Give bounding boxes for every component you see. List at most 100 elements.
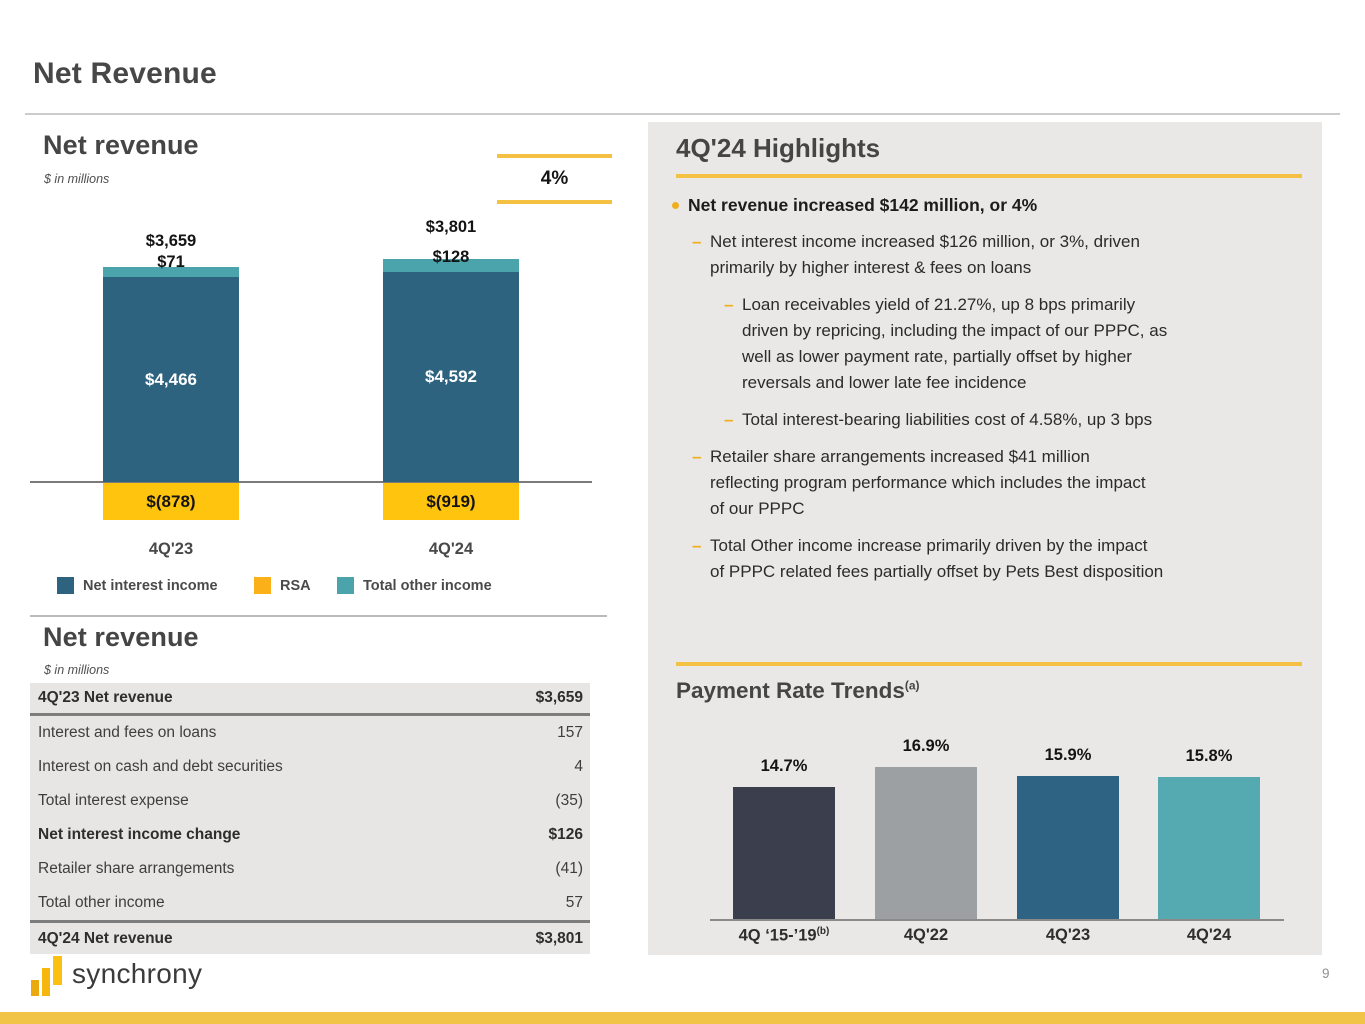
legend-label: Net interest income — [83, 577, 218, 594]
table-row-label: 4Q'23 Net revenue — [38, 689, 173, 706]
growth-badge-value: 4% — [540, 168, 569, 189]
bar-segment-rsa: $(919) — [383, 483, 519, 520]
payment-chart-baseline — [710, 919, 1284, 921]
table-row: 4Q'23 Net revenue $3,659 — [30, 683, 590, 713]
net-revenue-chart-subtitle: $ in millions — [44, 172, 110, 186]
bar-category-label: 4Q'23 — [148, 540, 194, 558]
bullet-marker: – — [724, 410, 734, 429]
table-divider — [30, 713, 590, 716]
legend-item: Net interest income — [57, 577, 218, 594]
bar-other-income-label: $128 — [432, 248, 470, 266]
payment-bar-category-label: 4Q ‘15-’19(b) — [738, 926, 830, 945]
table-row-label: Retailer share arrangements — [38, 860, 235, 877]
legend-swatch — [254, 577, 271, 594]
bullet-text: Net interest income increased $126 milli… — [710, 232, 1140, 277]
highlight-bullet: – Loan receivables yield of 21.27%, up 8 … — [672, 292, 1312, 396]
legend-swatch — [57, 577, 74, 594]
bar-segment-total-other-income — [383, 259, 519, 272]
bullet-marker: – — [724, 295, 734, 314]
table-row-value: $3,801 — [535, 929, 583, 947]
bottom-accent-bar — [0, 1012, 1365, 1024]
highlights-panel: 4Q'24 Highlights Net revenue increased $… — [648, 122, 1322, 955]
net-revenue-table: 4Q'23 Net revenue $3,659 Interest and fees… — [30, 683, 590, 954]
page-title: Net Revenue — [33, 57, 217, 90]
synchrony-logo-icon — [31, 956, 62, 996]
table-row: 4Q'24 Net revenue $3,801 — [30, 923, 590, 954]
table-row: Interest and fees on loans 157 — [30, 716, 590, 750]
bar-other-income-label: $71 — [157, 253, 185, 271]
table-row: Total other income 57 — [30, 886, 590, 920]
table-row: Interest on cash and debt securities 4 — [30, 750, 590, 784]
table-row-label: Interest and fees on loans — [38, 724, 217, 741]
bar-total-label: $3,801 — [425, 218, 477, 236]
bullet-marker: – — [692, 447, 702, 466]
bar-total-label: $3,659 — [145, 232, 197, 250]
chart-baseline — [30, 481, 592, 483]
table-row-label: Total other income — [38, 894, 165, 911]
bar-category-label: 4Q'24 — [428, 540, 474, 558]
table-row-value: (35) — [555, 792, 583, 809]
bullet-text: Retailer share arrangements increased $4… — [710, 447, 1146, 518]
payment-bar-value-label: 16.9% — [902, 737, 950, 755]
highlight-bullet: – Retailer share arrangements increased $… — [672, 444, 1312, 522]
legend-swatch — [337, 577, 354, 594]
bullet-marker — [672, 202, 679, 209]
payment-bar — [875, 767, 977, 919]
payment-bar-value-label: 14.7% — [760, 757, 808, 775]
bullet-text: Total Other income increase primarily dr… — [710, 536, 1164, 581]
highlight-bullet: Net revenue increased $142 million, or 4… — [672, 192, 1312, 218]
payment-bar — [1017, 776, 1119, 919]
bar-segment-net-interest-income: $4,466 — [103, 277, 239, 482]
payment-bar — [733, 787, 835, 919]
table-row-value: 157 — [557, 724, 583, 741]
table-row-label: Total interest expense — [38, 792, 189, 809]
payment-title-text: Payment Rate Trends — [676, 678, 905, 703]
growth-badge: 4% — [497, 154, 612, 204]
table-row-value: 57 — [565, 894, 583, 911]
bullet-marker: – — [692, 536, 702, 555]
highlights-title-underline — [676, 174, 1302, 178]
bar-segment-rsa: $(878) — [103, 483, 239, 520]
bullet-text: Total interest-bearing liabilities cost … — [742, 410, 1153, 429]
table-row-value: $3,659 — [535, 689, 583, 706]
payment-bar-value-label: 15.9% — [1044, 746, 1092, 764]
left-column-divider — [30, 615, 607, 617]
payment-bar-plot: 14.7% 4Q ‘15-’19(b) 16.9% 4Q'22 15.9% 4Q'23 15… — [648, 122, 1322, 955]
payment-bar-value-label: 15.8% — [1185, 747, 1233, 765]
legend-label: RSA — [280, 577, 311, 594]
net-revenue-chart-title: Net revenue — [43, 130, 199, 160]
table-row-label: 4Q'24 Net revenue — [38, 929, 173, 947]
payment-bar-category-label: 4Q'24 — [1186, 926, 1232, 944]
bar-segment-net-interest-income: $4,592 — [383, 272, 519, 482]
table-divider — [30, 920, 590, 923]
legend-label: Total other income — [363, 577, 492, 594]
highlight-bullet: – Total interest-bearing liabilities cost… — [672, 407, 1312, 433]
title-divider — [25, 113, 1340, 115]
synchrony-logo-text: synchrony — [72, 958, 203, 989]
table-row: Net interest income change $126 — [30, 818, 590, 852]
net-revenue-table-title: Net revenue — [43, 622, 199, 652]
table-row-value: $126 — [548, 826, 583, 843]
table-row: Total interest expense (35) — [30, 784, 590, 818]
payment-rate-trends-title: Payment Rate Trends(a) — [676, 678, 920, 704]
payment-bar-category-label: 4Q'23 — [1045, 926, 1091, 944]
payment-bar-category-label: 4Q'22 — [903, 926, 949, 944]
net-revenue-table-subtitle: $ in millions — [44, 663, 110, 677]
payment-title-footnote: (a) — [904, 678, 920, 693]
bar-segment-total-other-income — [103, 267, 239, 277]
bullet-marker: – — [692, 232, 702, 251]
highlights-title: 4Q'24 Highlights — [676, 133, 881, 163]
payment-section-divider — [676, 662, 1302, 666]
table-row: Retailer share arrangements (41) — [30, 852, 590, 886]
table-row-label: Interest on cash and debt securities — [38, 758, 283, 775]
page-number: 9 — [1322, 966, 1330, 981]
table-row-label: Net interest income change — [38, 826, 241, 843]
table-row-value: (41) — [555, 860, 583, 877]
bullet-text: Loan receivables yield of 21.27%, up 8 b… — [742, 295, 1168, 392]
highlights-bullet-list: Net revenue increased $142 million, or 4… — [672, 192, 1312, 596]
payment-bar — [1158, 777, 1260, 919]
payment-category-footnote: (b) — [816, 926, 830, 937]
highlight-bullet: – Net interest income increased $126 mill… — [672, 229, 1312, 281]
legend-item: Total other income — [337, 577, 492, 594]
